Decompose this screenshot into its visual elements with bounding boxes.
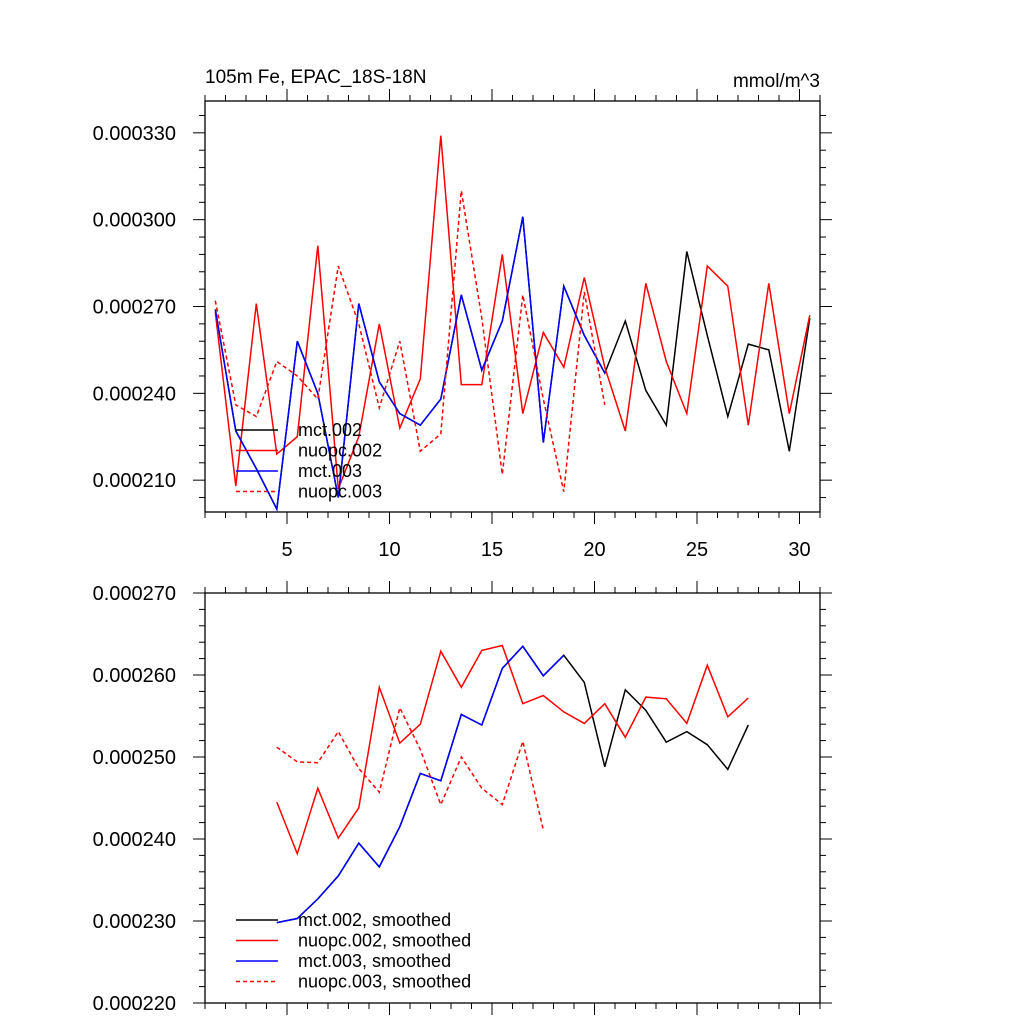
top-panel: 5 10 15 20 25 30 0.000210 0.000240 0.000270 0.000… [93,67,832,561]
y-tick-label: 0.000220 [93,993,176,1015]
y-tick-label: 0.000270 [93,583,176,605]
y-tick-label: 0.000330 [93,123,176,145]
series-line-nuopc-002 [214,135,811,490]
x-tick-label: 15 [481,539,503,561]
series-group [214,135,811,512]
x-tick-label: 25 [686,539,708,561]
legend-label: mct.002 [298,420,362,440]
series-line-mct-003 [214,216,606,512]
units-label: mmol/m^3 [733,71,820,92]
y-tick-label: 0.000300 [93,210,176,232]
legend-label: nuopc.003, smoothed [298,972,471,992]
legend-label: nuopc.002 [298,441,382,461]
y-tick-label: 0.000240 [93,829,176,851]
x-tick-label: 10 [378,539,400,561]
legend-label: nuopc.002, smoothed [298,931,471,951]
y-tick-label: 0.000210 [93,470,176,492]
bottom-panel: 0.000220 0.000230 0.000240 0.000250 0.000260… [93,581,832,1015]
x-tick-label: 30 [788,539,810,561]
x-tick-label: 5 [281,539,292,561]
series-line-nuopc-003-smoothed [276,705,545,831]
series-line-mct-003-smoothed [276,645,565,924]
series-line-nuopc-003 [214,190,606,492]
legend-label: mct.003 [298,461,362,481]
series-line-mct-002-smoothed [276,645,749,924]
legend-label: nuopc.003 [298,482,382,502]
series-line-nuopc-002-smoothed [276,644,749,857]
legend-label: mct.003, smoothed [298,951,451,971]
y-tick-label: 0.000270 [93,297,176,319]
y-tick-label: 0.000240 [93,383,176,405]
x-tick-label: 20 [583,539,605,561]
y-tick-label: 0.000260 [93,665,176,687]
y-tick-label: 0.000250 [93,747,176,769]
chart-title: 105m Fe, EPAC_18S-18N [205,67,426,88]
legend-label: mct.002, smoothed [298,910,451,930]
series-group [276,644,749,924]
y-tick-label: 0.000230 [93,911,176,933]
